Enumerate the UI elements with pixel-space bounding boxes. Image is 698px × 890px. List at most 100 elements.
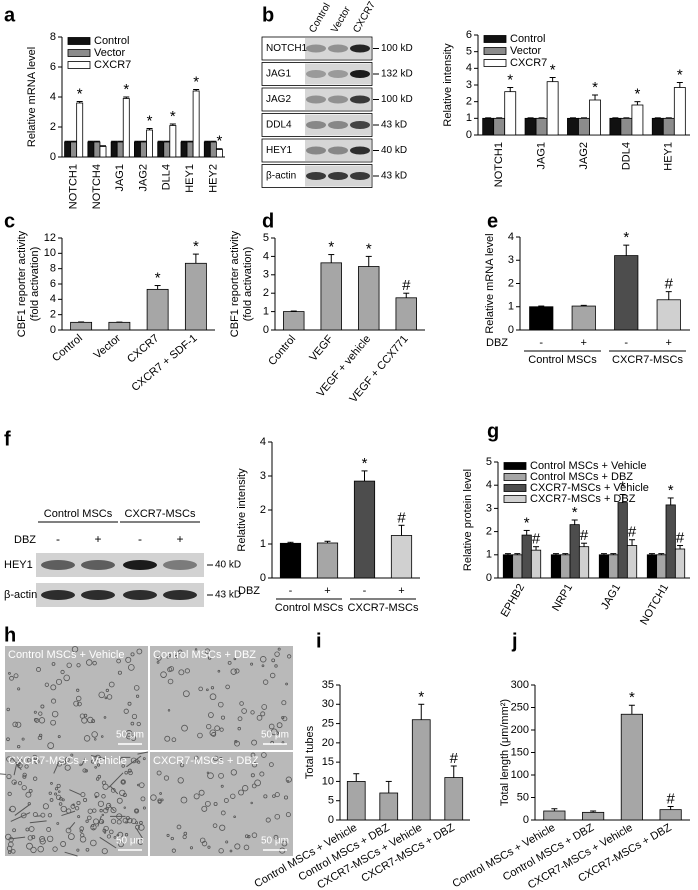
- blot-band: [350, 70, 370, 78]
- bar: [283, 311, 305, 331]
- y-tick-label: 1: [508, 301, 514, 313]
- significance-mark: #: [628, 524, 637, 541]
- significance-mark: *: [668, 482, 674, 499]
- bar: [651, 117, 664, 136]
- cell: [198, 789, 205, 796]
- cell: [17, 781, 23, 786]
- cell: [193, 793, 200, 800]
- cell: [269, 672, 276, 679]
- bar: [659, 809, 682, 821]
- cell: [47, 742, 55, 749]
- tube: [29, 820, 47, 824]
- x-tick-label: NOTCH4: [91, 164, 103, 209]
- cell: [220, 715, 226, 720]
- cell: [124, 770, 129, 775]
- cell: [261, 664, 265, 668]
- cell: [127, 701, 132, 706]
- blot-row-label: JAG2: [266, 94, 291, 105]
- cell: [60, 841, 67, 847]
- panel-label: j: [511, 630, 518, 652]
- y-tick-label: 6: [50, 278, 56, 290]
- cell: [91, 731, 98, 738]
- blot-band: [306, 70, 326, 78]
- cell: [179, 762, 185, 768]
- x-tick-label: +: [581, 337, 587, 349]
- cell: [64, 764, 71, 771]
- cell: [25, 827, 30, 832]
- tube: [69, 789, 81, 796]
- bar: [620, 713, 643, 821]
- cell: [156, 770, 162, 776]
- bar: [598, 554, 610, 579]
- legend-swatch: [483, 35, 507, 43]
- y-tick-label: 1: [466, 112, 472, 124]
- cell: [46, 835, 54, 843]
- cell: [31, 835, 36, 840]
- cell: [130, 757, 137, 764]
- bar: [530, 549, 542, 579]
- group-label: CXCR7-MSCs: [612, 354, 683, 366]
- cell: [92, 660, 97, 666]
- cell: [265, 817, 271, 823]
- cell: [182, 834, 187, 840]
- y-tick-label: 8: [50, 263, 56, 275]
- x-tick-label: -: [289, 585, 293, 597]
- legend-swatch: [503, 484, 527, 492]
- cell: [251, 832, 258, 838]
- bar: [546, 81, 559, 136]
- cell: [17, 687, 21, 691]
- blot-strip: [305, 38, 371, 59]
- cell: [229, 849, 233, 853]
- cell: [49, 798, 54, 802]
- x-tick-label: JAG1: [599, 582, 623, 612]
- cell: [260, 656, 267, 663]
- blot-row-label: JAG1: [266, 69, 291, 80]
- cell: [56, 822, 60, 825]
- cell: [184, 668, 190, 674]
- legend-label: Vector: [94, 47, 126, 59]
- cell: [32, 776, 38, 781]
- y-tick-label: 2: [466, 96, 472, 108]
- cell: [137, 838, 144, 845]
- cell: [261, 752, 267, 758]
- cell: [103, 831, 107, 834]
- cell: [135, 824, 140, 830]
- cell: [283, 795, 289, 800]
- panel-label: g: [487, 420, 499, 442]
- cell: [95, 777, 100, 781]
- cell: [90, 759, 95, 764]
- cell: [219, 824, 226, 831]
- y-tick-label: 3: [466, 79, 472, 91]
- cell: [268, 723, 275, 730]
- cell: [167, 709, 171, 712]
- y-tick-label: 2: [50, 121, 56, 133]
- bar: [184, 262, 207, 331]
- legend-label: Control MSCs + Vehicle: [530, 460, 646, 472]
- y-tick-label: 2: [260, 504, 266, 516]
- cell: [50, 782, 53, 785]
- panel-label: e: [487, 210, 498, 232]
- significance-mark: #: [665, 276, 674, 293]
- bar: [567, 117, 579, 136]
- cell: [91, 824, 95, 828]
- blot-band: [123, 590, 157, 600]
- significance-mark: #: [402, 277, 411, 294]
- blot-band: [350, 172, 370, 180]
- cell: [57, 735, 61, 739]
- cell: [99, 808, 103, 813]
- y-tick-label: 8: [50, 31, 56, 43]
- cell: [214, 725, 220, 732]
- cell: [79, 829, 83, 833]
- blot-band: [328, 146, 348, 155]
- cell: [125, 656, 132, 663]
- bar: [550, 554, 562, 579]
- cell: [139, 820, 143, 825]
- cell: [109, 829, 114, 835]
- blot-strip: [305, 140, 371, 161]
- cell: [176, 824, 182, 830]
- bar: [578, 117, 590, 136]
- cell: [97, 800, 105, 807]
- bar: [560, 554, 571, 579]
- cell: [261, 704, 268, 710]
- cell: [105, 688, 109, 693]
